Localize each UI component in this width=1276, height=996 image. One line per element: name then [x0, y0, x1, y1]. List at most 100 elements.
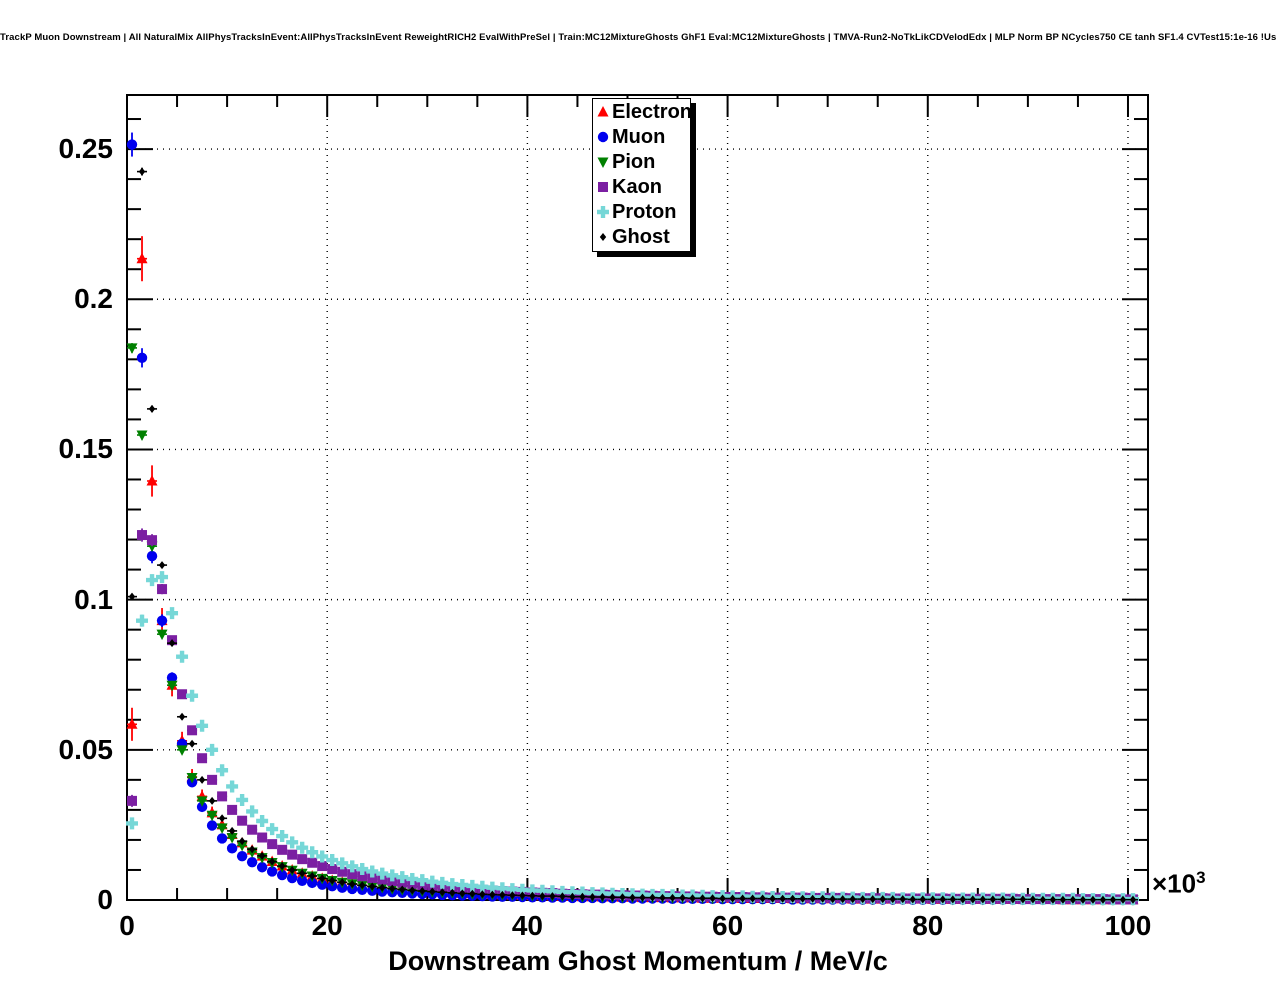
data-marker: [216, 764, 229, 777]
data-marker: [519, 891, 526, 900]
data-marker: [196, 801, 208, 813]
data-marker: [337, 866, 348, 877]
data-marker: [419, 886, 426, 895]
data-marker: [268, 857, 276, 866]
x-tick-label: 100: [1104, 910, 1152, 941]
data-marker: [206, 743, 219, 756]
data-marker: [296, 875, 308, 886]
data-marker: [246, 805, 259, 818]
data-marker: [356, 863, 369, 876]
data-marker: [236, 793, 249, 806]
series-proton: [126, 571, 1139, 906]
data-marker: [349, 880, 356, 889]
data-marker: [126, 817, 139, 830]
data-marker: [759, 894, 766, 903]
data-marker: [266, 823, 279, 836]
data-marker: [569, 892, 576, 901]
series-electron: [126, 236, 1139, 905]
data-marker: [659, 893, 666, 902]
data-marker: [546, 885, 559, 898]
y-tick-label: 0.25: [58, 133, 114, 165]
data-marker: [399, 885, 406, 894]
data-marker: [307, 857, 318, 868]
data-marker: [809, 894, 816, 903]
data-marker: [196, 719, 209, 732]
data-marker: [206, 820, 218, 831]
data-marker: [486, 881, 499, 894]
data-marker: [406, 872, 419, 885]
data-marker: [166, 607, 179, 620]
data-marker: [597, 157, 609, 168]
data-marker: [1119, 895, 1127, 904]
data-marker: [559, 892, 566, 901]
data-marker: [288, 865, 296, 874]
square-icon: [595, 176, 611, 198]
data-marker: [226, 833, 238, 844]
data-marker: [267, 839, 278, 850]
data-marker: [306, 877, 318, 889]
data-marker: [208, 796, 216, 805]
data-marker: [749, 894, 756, 903]
data-marker: [326, 854, 339, 867]
data-marker: [949, 895, 957, 904]
data-marker: [176, 745, 188, 756]
data-marker: [409, 886, 416, 895]
legend-item-ghost[interactable]: Ghost: [593, 224, 690, 249]
data-marker: [859, 895, 866, 904]
triangle-down-icon: [595, 151, 611, 173]
data-marker: [248, 845, 256, 854]
legend-item-muon[interactable]: Muon: [593, 124, 690, 149]
data-marker: [186, 772, 198, 784]
data-marker: [869, 895, 876, 904]
x-tick-label: 40: [511, 910, 543, 941]
data-marker: [679, 893, 686, 902]
triangle-up-icon: [595, 101, 611, 123]
data-marker: [197, 753, 208, 764]
data-marker: [969, 895, 977, 904]
page-title: TrackP Muon Downstream | All NaturalMix …: [0, 32, 1276, 43]
data-marker: [556, 885, 569, 898]
legend-item-electron[interactable]: Electron: [593, 99, 692, 124]
data-marker: [187, 725, 198, 736]
data-marker: [719, 894, 726, 903]
data-marker: [466, 879, 479, 892]
y-tick-label: 0: [97, 884, 113, 915]
data-marker: [526, 884, 539, 897]
data-marker: [206, 810, 218, 822]
data-marker: [336, 857, 349, 870]
data-marker: [566, 886, 579, 899]
data-marker: [166, 680, 178, 692]
legend-item-kaon[interactable]: Kaon: [593, 174, 690, 199]
data-marker: [1019, 895, 1027, 904]
x-tick-label: 0: [119, 910, 135, 941]
data-marker: [1069, 895, 1077, 904]
data-marker: [207, 774, 218, 785]
data-marker: [327, 864, 338, 875]
data-marker: [377, 874, 388, 885]
data-marker: [597, 131, 609, 142]
data-marker: [589, 892, 596, 901]
data-marker: [579, 892, 586, 901]
data-marker: [709, 894, 716, 903]
data-marker: [226, 780, 239, 793]
data-marker: [257, 832, 268, 843]
data-marker: [639, 893, 646, 902]
data-marker: [228, 826, 236, 835]
data-marker: [226, 843, 238, 854]
data-marker: [156, 629, 168, 641]
data-marker: [649, 893, 656, 902]
data-marker: [306, 846, 319, 859]
data-marker: [598, 181, 608, 192]
data-marker: [499, 890, 506, 899]
data-marker: [899, 895, 906, 904]
data-marker: [539, 892, 546, 901]
legend-label: Kaon: [612, 175, 662, 198]
y-tick-label: 0.15: [58, 433, 114, 465]
data-marker: [156, 615, 168, 626]
legend-item-pion[interactable]: Pion: [593, 149, 690, 174]
data-marker: [287, 849, 298, 860]
data-marker: [157, 584, 168, 595]
legend-item-proton[interactable]: Proton: [593, 199, 690, 224]
data-marker: [416, 874, 429, 887]
data-marker: [316, 879, 328, 890]
